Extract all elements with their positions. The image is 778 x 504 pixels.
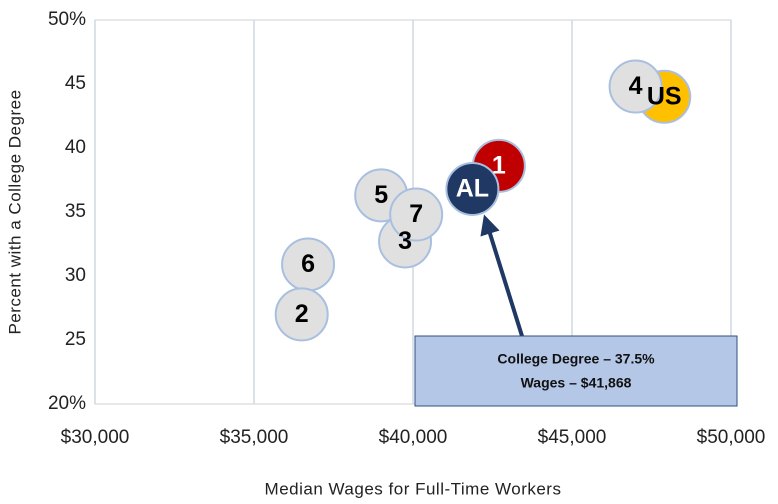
y-tick-label: 50% xyxy=(48,9,86,30)
y-tick-label: 35 xyxy=(65,201,86,222)
point xyxy=(389,187,444,242)
arrow xyxy=(480,214,524,337)
point xyxy=(608,59,663,114)
point-label: 2 xyxy=(295,300,309,328)
x-tick-label: $40,000 xyxy=(379,427,448,448)
point-label: 7 xyxy=(409,200,423,228)
point-label: US xyxy=(647,82,682,110)
x-tick-label: $50,000 xyxy=(697,427,766,448)
annotation-box xyxy=(414,335,738,407)
point-label: 1 xyxy=(492,152,506,180)
y-tick-label: 20% xyxy=(48,393,86,414)
annotation-text: College Degree – 37.5% xyxy=(497,351,655,367)
x-axis-title: Median Wages for Full-Time Workers xyxy=(265,479,562,498)
annotation-text: Wages – $41,868 xyxy=(521,375,632,391)
y-axis-title: Percent with a College Degree xyxy=(5,89,24,334)
point xyxy=(274,287,329,342)
x-tick-label: $45,000 xyxy=(538,427,607,448)
point-label: AL xyxy=(456,175,489,203)
x-tick-label: $30,000 xyxy=(61,427,130,448)
point-label: 3 xyxy=(398,227,412,255)
y-tick-label: 30 xyxy=(65,265,86,286)
point-label: 6 xyxy=(301,250,315,278)
point xyxy=(445,161,500,216)
y-tick-label: 40 xyxy=(65,137,86,158)
y-tick-label: 25 xyxy=(65,329,86,350)
y-tick-label: 45 xyxy=(65,73,86,94)
point-label: 5 xyxy=(374,181,388,209)
x-tick-label: $35,000 xyxy=(220,427,289,448)
point-label: 4 xyxy=(629,72,643,100)
